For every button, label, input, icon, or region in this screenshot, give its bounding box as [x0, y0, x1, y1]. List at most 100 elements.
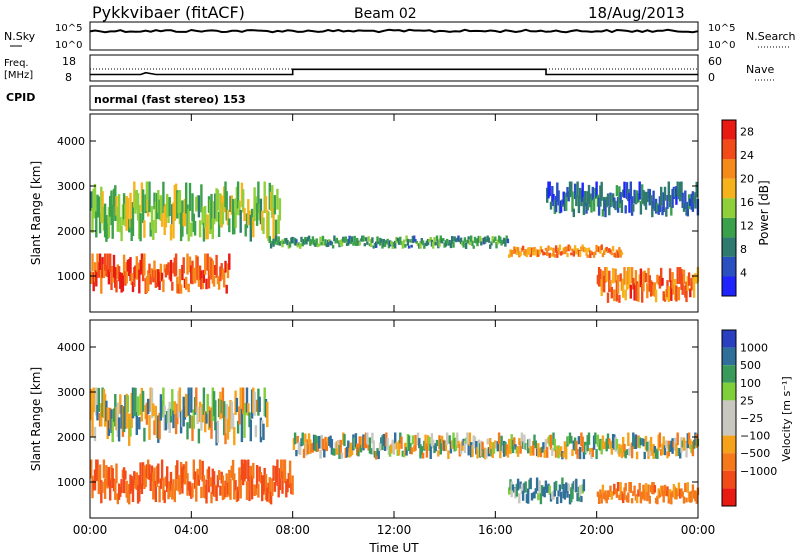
- heatmap-cell: [254, 485, 258, 496]
- heatmap-cell: [690, 278, 693, 291]
- heatmap-cell: [188, 481, 192, 496]
- heatmap-cell: [610, 252, 613, 256]
- heatmap-cell: [442, 439, 445, 451]
- heatmap-cell: [333, 235, 336, 242]
- heatmap-cell: [557, 247, 560, 255]
- nave-tick-bottom: 0: [708, 71, 715, 84]
- heatmap-cell: [148, 415, 151, 440]
- heatmap-cell: [248, 210, 251, 223]
- heatmap-cell: [677, 287, 681, 301]
- heatmap-cell: [633, 189, 636, 204]
- heatmap-cell: [112, 254, 116, 278]
- heatmap-cell: [616, 482, 620, 492]
- heatmap-cell: [291, 475, 294, 495]
- heatmap-cell: [92, 272, 95, 292]
- heatmap-cell: [449, 441, 453, 454]
- heatmap-cell: [504, 239, 507, 247]
- heatmap-cell: [239, 387, 242, 414]
- heatmap-cell: [103, 203, 107, 238]
- heatmap-cell: [409, 443, 412, 454]
- heatmap-cell: [310, 443, 313, 453]
- heatmap-cell: [231, 413, 235, 430]
- heatmap-cell: [397, 440, 401, 456]
- heatmap-cell: [556, 497, 559, 504]
- heatmap-cell: [628, 482, 631, 492]
- heatmap-cell: [301, 239, 304, 247]
- heatmap-cell: [186, 253, 189, 275]
- heatmap-cell: [150, 465, 154, 482]
- heatmap-cell: [162, 387, 165, 418]
- heatmap-cell: [177, 283, 180, 294]
- heatmap-cell: [500, 435, 503, 451]
- heatmap-cell: [377, 450, 380, 460]
- heatmap-cell: [157, 415, 160, 443]
- heatmap-cell: [288, 460, 292, 485]
- heatmap-cell: [187, 387, 190, 416]
- heatmap-cell: [671, 490, 674, 498]
- colorbar-swatch: [722, 418, 736, 436]
- heatmap-cell: [573, 245, 577, 251]
- heatmap-cell: [563, 441, 567, 454]
- heatmap-cell: [228, 253, 231, 270]
- heatmap-cell: [578, 446, 582, 460]
- heatmap-cell: [101, 257, 104, 278]
- heatmap-cell: [238, 200, 241, 216]
- heatmap-cell: [432, 439, 435, 449]
- heatmap-cell: [529, 254, 532, 258]
- heatmap-cell: [648, 275, 651, 292]
- heatmap-cell: [510, 434, 513, 450]
- heatmap-cell: [477, 439, 480, 450]
- heatmap-cell: [638, 483, 641, 493]
- heatmap-cell: [95, 270, 98, 287]
- heatmap-cell: [102, 206, 106, 231]
- heatmap-cell: [202, 475, 206, 498]
- heatmap-cell: [376, 236, 379, 245]
- heatmap-cell: [166, 193, 169, 218]
- y-tick-label: 3000: [57, 386, 85, 399]
- heatmap-cell: [618, 247, 621, 254]
- heatmap-cell: [236, 181, 240, 209]
- heatmap-cell: [575, 478, 578, 493]
- heatmap-cell: [624, 205, 627, 214]
- heatmap-cell: [649, 195, 653, 205]
- heatmap-cell: [616, 448, 620, 455]
- velocity-colorbar: 1000 500 100 25 −25 −100 −500 −1000: [721, 329, 777, 507]
- velocity-ylabel: Slant Range [km]: [29, 367, 43, 471]
- heatmap-cell: [613, 434, 616, 450]
- heatmap-cell: [164, 203, 168, 228]
- heatmap-cell: [596, 434, 600, 447]
- heatmap-cell: [620, 444, 624, 459]
- colorbar-swatch: [722, 237, 736, 257]
- heatmap-cell: [652, 482, 655, 495]
- heatmap-cell: [176, 460, 179, 479]
- heatmap-cell: [616, 251, 620, 258]
- heatmap-cell: [553, 482, 556, 497]
- heatmap-cell: [192, 409, 195, 429]
- heatmap-cell: [619, 482, 622, 495]
- heatmap-cell: [525, 253, 529, 258]
- heatmap-cell: [324, 239, 327, 246]
- heatmap-cell: [378, 442, 382, 451]
- heatmap-cell: [283, 459, 287, 484]
- heatmap-cell: [689, 198, 692, 206]
- heatmap-cell: [618, 186, 621, 208]
- velocity-xticks: [89, 320, 699, 518]
- heatmap-cell: [652, 285, 655, 296]
- heatmap-cell: [350, 236, 354, 242]
- heatmap-cell: [340, 238, 344, 247]
- heatmap-cell: [546, 250, 549, 256]
- heatmap-cell: [538, 448, 541, 456]
- heatmap-cell: [210, 193, 213, 230]
- heatmap-cell: [578, 485, 582, 498]
- heatmap-cell: [453, 236, 456, 241]
- heatmap-cell: [470, 235, 473, 242]
- heatmap-cell: [272, 238, 275, 247]
- heatmap-cell: [302, 239, 306, 245]
- heatmap-cell: [580, 246, 583, 252]
- heatmap-cell: [195, 387, 198, 413]
- heatmap-cell: [179, 284, 183, 294]
- heatmap-cell: [661, 443, 664, 455]
- heatmap-cell: [530, 447, 534, 453]
- colorbar-swatch: [722, 488, 736, 506]
- heatmap-cell: [576, 448, 579, 459]
